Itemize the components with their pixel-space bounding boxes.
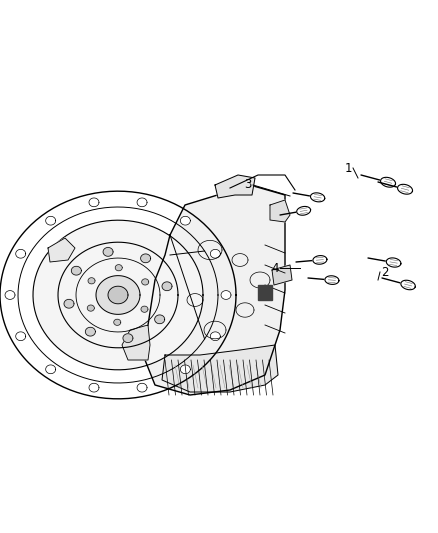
- Polygon shape: [46, 216, 56, 225]
- Polygon shape: [89, 383, 99, 392]
- Polygon shape: [89, 198, 99, 207]
- Polygon shape: [33, 220, 203, 370]
- Polygon shape: [398, 184, 413, 194]
- Polygon shape: [142, 279, 149, 285]
- Polygon shape: [46, 365, 56, 374]
- Polygon shape: [401, 280, 415, 290]
- Polygon shape: [103, 247, 113, 256]
- Polygon shape: [221, 290, 231, 300]
- Polygon shape: [16, 249, 26, 258]
- Polygon shape: [137, 198, 147, 207]
- Polygon shape: [96, 276, 140, 314]
- Polygon shape: [141, 254, 151, 263]
- Polygon shape: [311, 193, 325, 202]
- Polygon shape: [114, 319, 121, 325]
- Polygon shape: [108, 286, 128, 304]
- Polygon shape: [162, 282, 172, 290]
- Text: 4: 4: [271, 262, 279, 274]
- Text: 1: 1: [344, 161, 352, 174]
- Polygon shape: [381, 177, 396, 187]
- Polygon shape: [215, 175, 255, 198]
- Polygon shape: [88, 278, 95, 284]
- Polygon shape: [180, 216, 191, 225]
- Polygon shape: [137, 383, 147, 392]
- Polygon shape: [297, 206, 311, 215]
- Polygon shape: [115, 265, 122, 271]
- Polygon shape: [258, 285, 272, 300]
- Text: 2: 2: [381, 265, 389, 279]
- Polygon shape: [64, 300, 74, 308]
- Polygon shape: [141, 306, 148, 312]
- Text: 3: 3: [244, 179, 252, 191]
- Polygon shape: [87, 305, 94, 311]
- Polygon shape: [270, 200, 290, 222]
- Polygon shape: [5, 290, 15, 300]
- Polygon shape: [71, 266, 81, 275]
- Polygon shape: [155, 315, 165, 324]
- Polygon shape: [123, 334, 133, 343]
- Polygon shape: [272, 265, 292, 285]
- Polygon shape: [386, 258, 401, 267]
- Polygon shape: [48, 238, 75, 262]
- Polygon shape: [210, 332, 220, 341]
- Polygon shape: [325, 276, 339, 285]
- Polygon shape: [85, 327, 95, 336]
- Polygon shape: [145, 185, 285, 395]
- Polygon shape: [16, 332, 26, 341]
- Polygon shape: [180, 365, 191, 374]
- Polygon shape: [210, 249, 220, 258]
- Polygon shape: [313, 256, 327, 264]
- Polygon shape: [122, 325, 150, 360]
- Polygon shape: [162, 345, 278, 392]
